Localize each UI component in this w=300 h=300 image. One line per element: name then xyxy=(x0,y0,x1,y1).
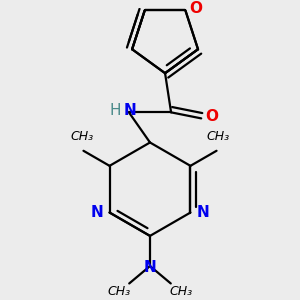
Text: N: N xyxy=(196,205,209,220)
Text: CH₃: CH₃ xyxy=(107,285,130,298)
Text: CH₃: CH₃ xyxy=(170,285,193,298)
Text: CH₃: CH₃ xyxy=(70,130,94,143)
Text: N: N xyxy=(91,205,104,220)
Text: H: H xyxy=(110,103,121,118)
Text: N: N xyxy=(124,103,137,118)
Text: N: N xyxy=(144,260,156,275)
Text: CH₃: CH₃ xyxy=(206,130,230,143)
Text: O: O xyxy=(190,2,202,16)
Text: O: O xyxy=(205,110,218,124)
